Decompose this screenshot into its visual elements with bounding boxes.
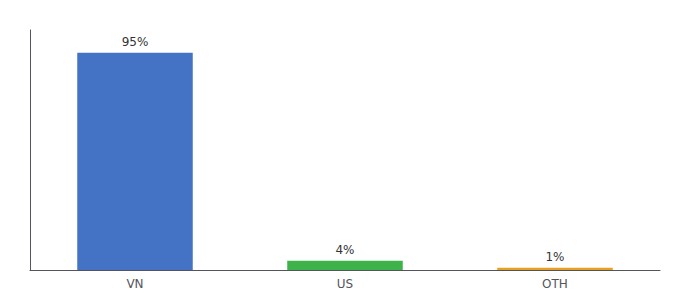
svg-text:1%: 1% bbox=[545, 250, 564, 264]
svg-text:OTH: OTH bbox=[542, 277, 568, 291]
svg-text:VN: VN bbox=[126, 277, 143, 291]
svg-text:US: US bbox=[337, 277, 353, 291]
svg-text:95%: 95% bbox=[122, 35, 149, 49]
svg-text:4%: 4% bbox=[335, 243, 354, 257]
